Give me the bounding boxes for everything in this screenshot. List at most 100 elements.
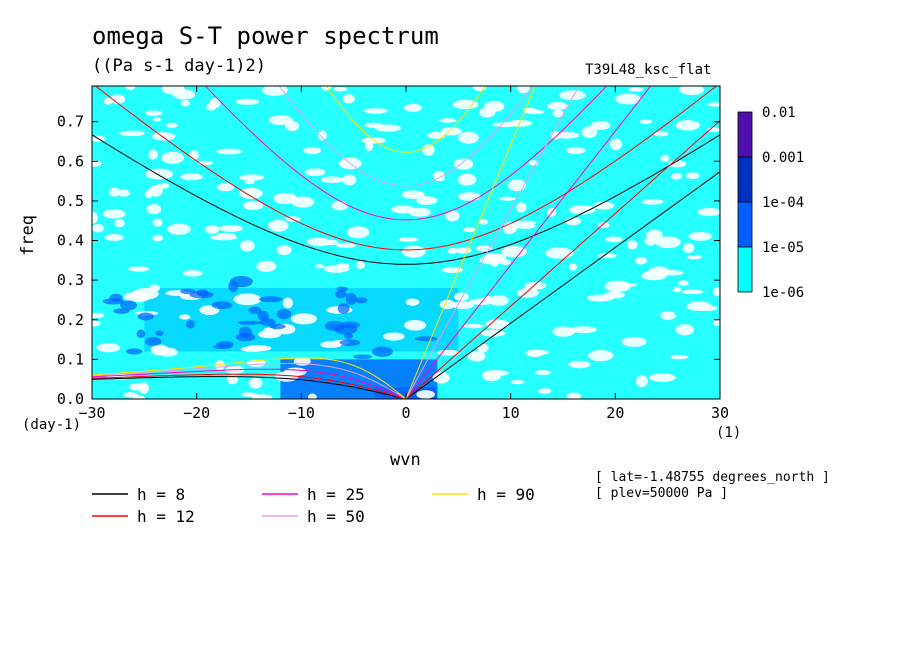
white-patch: [180, 173, 203, 181]
white-patch: [559, 90, 586, 101]
white-patch: [152, 234, 164, 242]
white-patch: [226, 374, 239, 385]
power-patch: [354, 297, 368, 304]
white-patch: [146, 204, 162, 215]
white-patch: [451, 301, 475, 309]
white-patch: [239, 174, 264, 181]
white-patch: [581, 126, 598, 139]
power-patch: [196, 289, 209, 297]
white-patch: [621, 336, 647, 347]
y-tick-label: 0.5: [57, 192, 84, 210]
white-patch: [463, 323, 484, 329]
white-patch: [397, 237, 419, 242]
y-tick-label: 0.4: [57, 232, 84, 250]
white-patch: [670, 173, 682, 180]
white-patch: [458, 192, 481, 201]
white-patch: [604, 280, 631, 293]
white-patch: [92, 224, 104, 233]
curve-rossby-h50: [92, 363, 407, 399]
legend-label-h90: h = 90: [477, 485, 535, 504]
legend-label-h25: h = 25: [307, 485, 365, 504]
x-tick-label: 10: [502, 404, 520, 422]
white-patch: [342, 94, 355, 104]
white-patch: [333, 86, 348, 92]
white-patch: [545, 247, 574, 259]
white-patch: [167, 223, 191, 235]
white-patch: [569, 205, 596, 215]
y-tick-label: 0.0: [57, 390, 84, 408]
power-patch: [228, 280, 239, 293]
white-patch: [535, 370, 551, 376]
white-patch: [660, 311, 676, 320]
white-patch: [713, 318, 720, 327]
white-patch: [119, 130, 146, 137]
curve-ig-h25: [204, 86, 608, 221]
power-patch: [185, 320, 195, 329]
power-patch: [235, 332, 256, 342]
white-patch: [179, 314, 191, 320]
y-tick-label: 0.3: [57, 271, 84, 289]
white-patch: [669, 354, 689, 360]
white-patch: [408, 207, 431, 217]
white-patch: [445, 210, 460, 222]
white-patch: [687, 255, 702, 260]
white-patch: [649, 373, 676, 382]
curve-ig-h12: [94, 86, 718, 251]
white-patch: [109, 187, 121, 197]
white-patch: [92, 312, 105, 318]
white-patch: [642, 199, 664, 205]
white-patch: [467, 351, 486, 362]
latitude-note: [ lat=-1.48755 degrees_north ]: [595, 470, 830, 485]
white-patch: [432, 371, 450, 384]
chart-title: omega S-T power spectrum: [92, 22, 439, 50]
white-patch: [152, 218, 163, 227]
white-patch: [240, 392, 259, 397]
white-patch: [479, 107, 496, 118]
white-patch: [685, 172, 700, 180]
white-patch: [346, 226, 370, 239]
white-patch: [323, 265, 350, 273]
white-patch: [552, 109, 564, 118]
white-patch: [639, 119, 652, 125]
white-patch: [552, 326, 575, 337]
white-patch: [125, 86, 136, 91]
white-patch: [568, 360, 591, 369]
white-patch: [320, 341, 342, 349]
white-patch: [516, 202, 527, 213]
white-patch: [128, 266, 150, 272]
curve-rossby-h90: [92, 357, 407, 399]
white-patch: [626, 240, 638, 250]
white-patch: [510, 380, 525, 385]
white-patch: [307, 393, 317, 399]
white-patch: [102, 209, 126, 219]
white-patch: [588, 350, 614, 362]
white-patch: [216, 148, 242, 155]
white-patch: [463, 227, 476, 233]
white-patch: [422, 144, 435, 156]
white-patch: [590, 120, 611, 130]
white-patch: [615, 93, 641, 105]
white-patch: [635, 375, 648, 388]
white-patch: [479, 219, 489, 225]
white-patch: [675, 120, 700, 131]
colorbar-label: 0.001: [762, 150, 804, 166]
white-patch: [215, 360, 225, 371]
white-patch: [304, 168, 326, 177]
y-tick-label: 0.1: [57, 350, 84, 368]
power-region-0: [92, 86, 720, 399]
white-patch: [321, 86, 332, 91]
white-patch: [342, 174, 357, 186]
white-patch: [243, 201, 264, 211]
colorbar-segment-2: [737, 201, 753, 248]
white-patch: [317, 130, 327, 141]
y-tick-label: 0.7: [57, 113, 84, 131]
white-patch: [123, 392, 138, 398]
white-patch: [644, 236, 657, 246]
power-patch: [415, 336, 438, 342]
white-patch: [586, 294, 614, 302]
power-patch: [353, 354, 372, 360]
white-patch: [476, 343, 489, 353]
white-patch: [547, 101, 568, 110]
white-patch: [610, 138, 623, 151]
power-patch: [237, 320, 262, 325]
